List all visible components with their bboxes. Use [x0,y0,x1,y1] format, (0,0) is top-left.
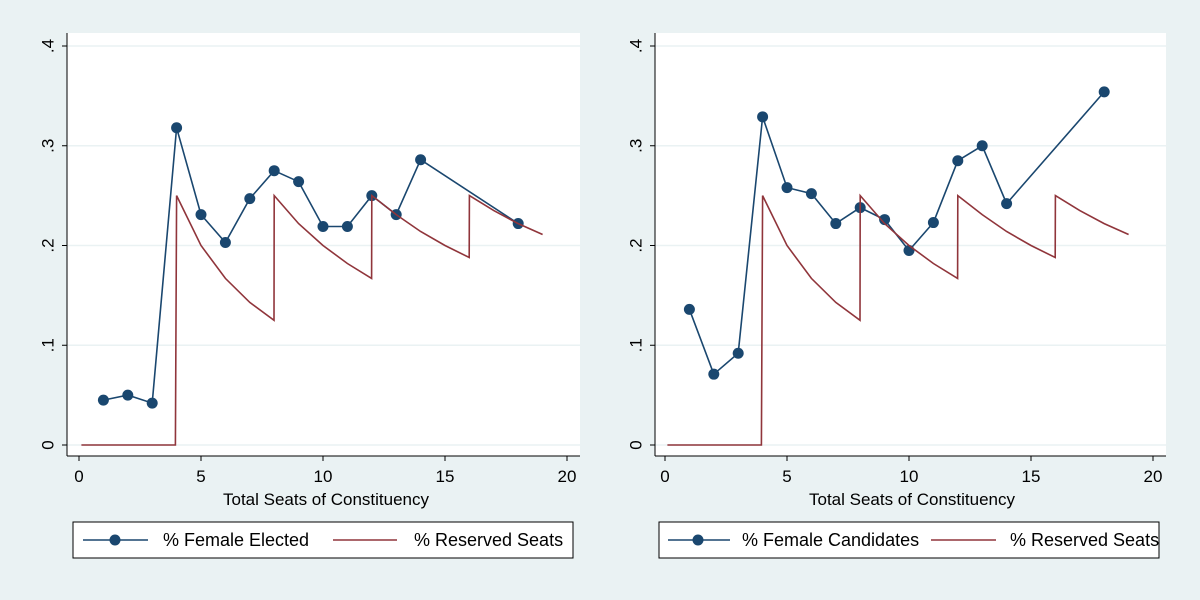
x-tick-label: 0 [74,467,83,486]
data-point [903,244,915,256]
data-point [146,397,158,409]
series-line-reserved [81,193,543,446]
chart-panel-2: 0 .1 .2 .3 .4 0 5 10 15 20 Total Seats of Constitu… [626,33,1166,559]
data-point [708,368,720,380]
y-tick-label: 0 [38,440,57,449]
data-point [927,217,939,229]
data-point [781,182,793,194]
x-axis-title: Total Seats of Constituency [809,490,1016,509]
y-tick-label: .1 [38,338,57,352]
legend: % Female Elected % Reserved Seats [72,521,574,559]
chart-panel-1: 0 .1 .2 .3 .4 0 5 10 15 20 Total Seats of Constitu… [38,33,580,559]
data-point [1098,86,1110,98]
y-tick-label: .1 [626,338,645,352]
y-tick-label: .2 [626,238,645,252]
data-point [952,155,964,167]
y-tick-label: .3 [626,139,645,153]
x-tick-label: 20 [558,467,577,486]
x-tick-label: 5 [196,467,205,486]
x-tick-label: 20 [1144,467,1163,486]
data-point [219,237,231,249]
legend-box [72,521,574,559]
x-tick-label: 10 [314,467,333,486]
data-point [97,394,109,406]
data-point [341,221,353,233]
legend-label: % Reserved Seats [414,530,563,550]
series-line-reserved [667,193,1129,446]
data-point [976,140,988,152]
y-tick-label: .4 [38,39,57,53]
data-point [1001,198,1013,210]
legend-label: % Reserved Seats [1010,530,1159,550]
data-point [171,122,183,134]
plot-area [655,33,1166,456]
y-tick-label: .3 [38,139,57,153]
legend-label: % Female Candidates [742,530,919,550]
y-tick-label: .2 [38,238,57,252]
data-point [732,347,744,359]
x-tick-label: 0 [660,467,669,486]
legend: % Female Candidates % Reserved Seats [658,521,1160,559]
y-tick-label: 0 [626,440,645,449]
x-tick-label: 10 [900,467,919,486]
x-axis-title: Total Seats of Constituency [223,490,430,509]
data-point [195,209,207,221]
legend-label: % Female Elected [163,530,309,550]
legend-swatch-marker [692,534,704,546]
x-tick-label: 15 [436,467,455,486]
data-point [268,165,280,177]
data-point [830,218,842,230]
data-point [757,111,769,123]
data-point [293,176,305,188]
plot-area [67,33,580,456]
x-tick-label: 5 [782,467,791,486]
x-tick-label: 15 [1022,467,1041,486]
data-point [122,389,134,401]
data-point [244,193,256,205]
data-point [805,188,817,200]
legend-box [658,521,1160,559]
data-point [879,214,891,226]
legend-swatch-marker [109,534,121,546]
y-tick-label: .4 [626,39,645,53]
data-point [317,221,329,233]
data-point [415,154,427,166]
data-point [683,303,695,315]
